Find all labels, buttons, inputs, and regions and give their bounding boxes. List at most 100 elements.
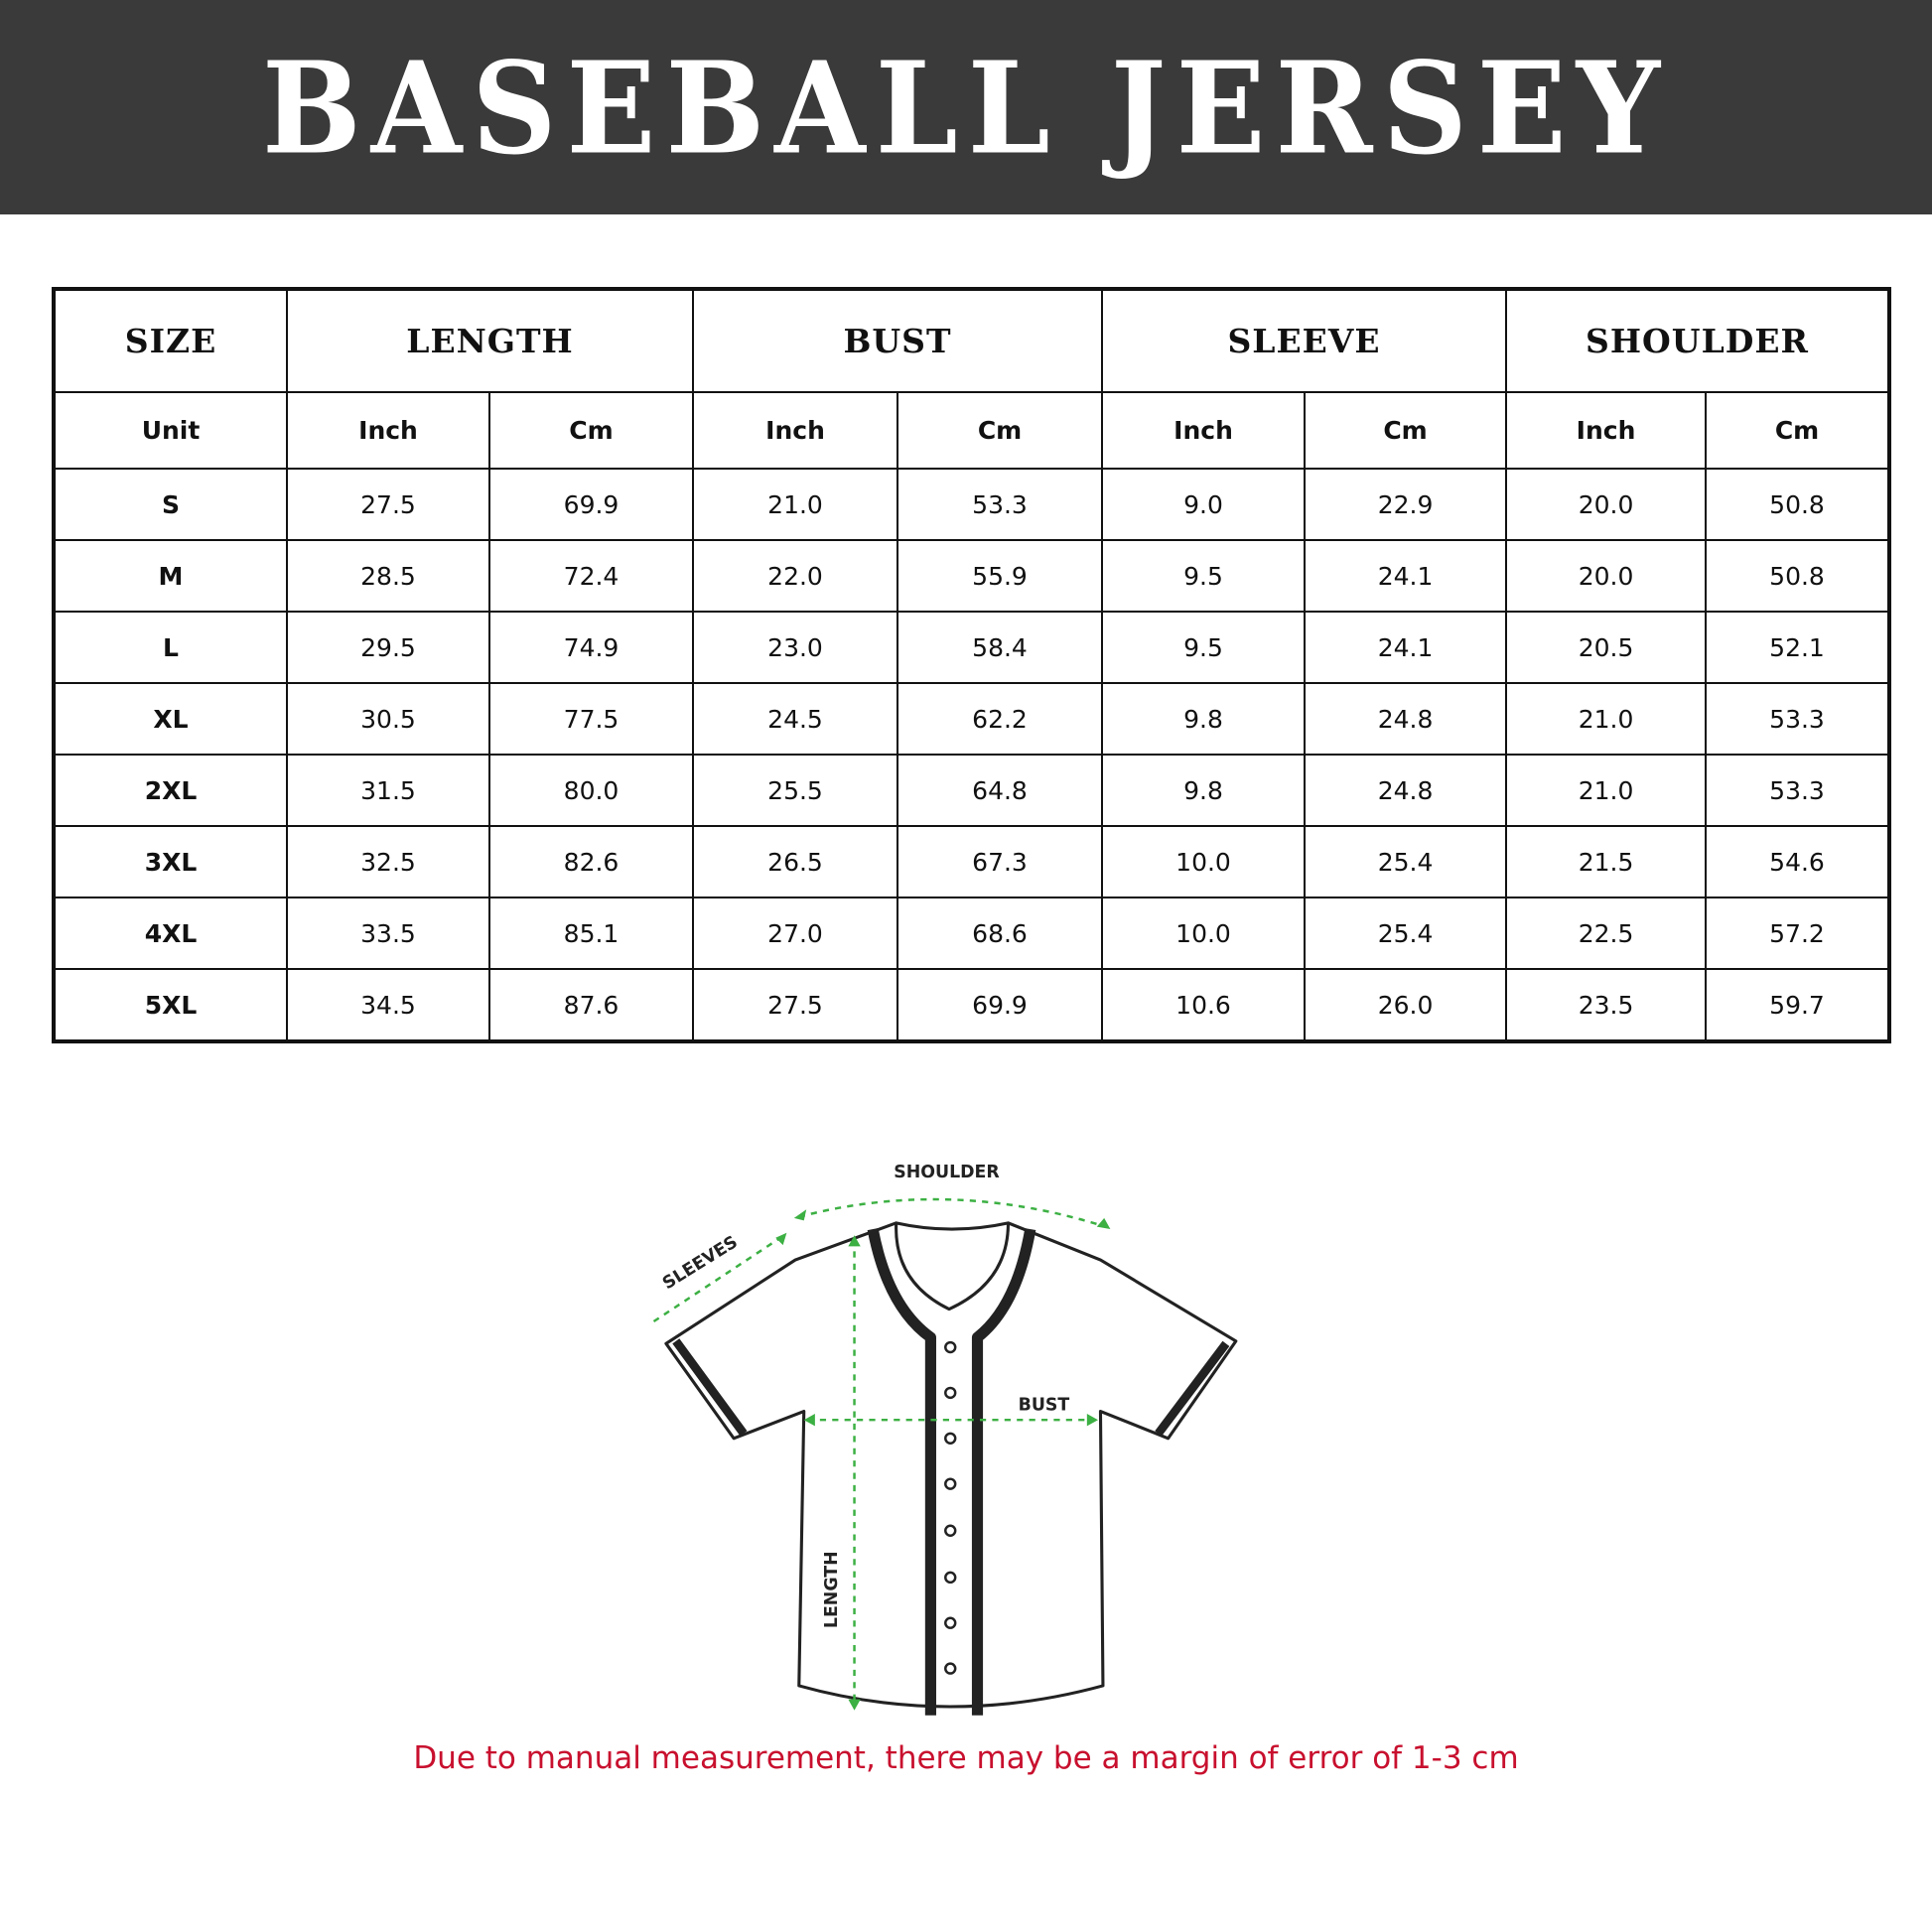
measurement-cell: 9.8: [1101, 754, 1307, 827]
placket-right-stripe: [971, 1228, 1036, 1716]
measurement-cell: 20.0: [1505, 539, 1708, 613]
length-label: LENGTH: [822, 1551, 842, 1628]
measurement-cell: 23.0: [692, 611, 899, 684]
measurement-cell: 20.0: [1505, 468, 1708, 541]
table-row: 2XL 31.5 80.0 25.5 64.8 9.8 24.8 21.0 53.3: [53, 754, 1890, 827]
unit-header: Inch: [286, 391, 490, 470]
measurement-cell: 82.6: [487, 825, 695, 898]
size-cell: M: [53, 539, 288, 613]
measurement-cell: 53.3: [1705, 682, 1890, 756]
button-icon: [944, 1662, 957, 1675]
measurement-cell: 24.8: [1304, 754, 1508, 827]
measurement-cell: 10.0: [1101, 897, 1307, 970]
unit-header: Cm: [487, 391, 695, 470]
measurement-cell: 27.5: [692, 968, 899, 1042]
button-icon: [944, 1524, 957, 1537]
measurement-cell: 21.0: [1505, 754, 1708, 827]
unit-header: Cm: [1304, 391, 1508, 470]
measurement-cell: 21.0: [1505, 682, 1708, 756]
measurement-cell: 25.4: [1304, 825, 1508, 898]
measurement-cell: 59.7: [1705, 968, 1890, 1042]
measurement-cell: 34.5: [286, 968, 490, 1042]
table-row: XL 30.5 77.5 24.5 62.2 9.8 24.8 21.0 53.3: [53, 682, 1890, 756]
measurement-cell: 23.5: [1505, 968, 1708, 1042]
measurement-cell: 24.8: [1304, 682, 1508, 756]
group-header-row: SIZE LENGTH BUST SLEEVE SHOULDER: [53, 288, 1890, 393]
size-chart-table: SIZE LENGTH BUST SLEEVE SHOULDER Unit Inc…: [52, 287, 1891, 1043]
table-row: 4XL 33.5 85.1 27.0 68.6 10.0 25.4 22.5 57.2: [53, 897, 1890, 970]
measurement-cell: 52.1: [1705, 611, 1890, 684]
measurement-cell: 69.9: [487, 468, 695, 541]
placket-left-stripe: [867, 1228, 936, 1716]
measurement-cell: 54.6: [1705, 825, 1890, 898]
measurement-cell: 22.9: [1304, 468, 1508, 541]
measurement-cell: 9.5: [1101, 539, 1307, 613]
title-banner: BASEBALL JERSEY: [0, 0, 1932, 214]
measurement-cell: 67.3: [897, 825, 1104, 898]
shoulder-measure-line: [798, 1197, 1106, 1228]
measurement-cell: 64.8: [897, 754, 1104, 827]
unit-header: Inch: [1505, 391, 1708, 470]
table-row: 3XL 32.5 82.6 26.5 67.3 10.0 25.4 21.5 54.6: [53, 825, 1890, 898]
measurement-cell: 24.1: [1304, 539, 1508, 613]
measurement-cell: 26.0: [1304, 968, 1508, 1042]
measurement-cell: 62.2: [897, 682, 1104, 756]
size-cell: 3XL: [53, 825, 288, 898]
header-length: LENGTH: [285, 288, 695, 393]
sleeves-measure-line: [652, 1234, 785, 1323]
jersey-outline: [664, 1221, 1238, 1709]
collar: [895, 1222, 1011, 1311]
measurement-cell: 32.5: [286, 825, 490, 898]
arrow-icon: [1096, 1217, 1111, 1230]
measurement-cell: 22.5: [1505, 897, 1708, 970]
measurement-cell: 25.5: [692, 754, 899, 827]
measurement-cell: 68.6: [897, 897, 1104, 970]
measurement-cell: 29.5: [286, 611, 490, 684]
measurement-cell: 87.6: [487, 968, 695, 1042]
unit-header-row: Unit Inch Cm Inch Cm Inch Cm Inch Cm: [53, 391, 1890, 470]
button-icon: [944, 1386, 957, 1400]
measurement-cell: 72.4: [487, 539, 695, 613]
measurement-cell: 55.9: [897, 539, 1104, 613]
table-row: M 28.5 72.4 22.0 55.9 9.5 24.1 20.0 50.8: [53, 539, 1890, 613]
measurement-cell: 24.5: [692, 682, 899, 756]
arrow-icon: [848, 1235, 861, 1247]
size-cell: S: [53, 468, 288, 541]
measurement-cell: 9.0: [1101, 468, 1307, 541]
size-cell: 5XL: [53, 968, 288, 1042]
measurement-cell: 58.4: [897, 611, 1104, 684]
shoulder-label: SHOULDER: [894, 1163, 1000, 1182]
button-icon: [944, 1432, 957, 1445]
measurement-cell: 53.3: [1705, 754, 1890, 827]
unit-header: Inch: [1101, 391, 1307, 470]
measurement-cell: 69.9: [897, 968, 1104, 1042]
header-shoulder: SHOULDER: [1505, 288, 1890, 393]
arrow-icon: [775, 1232, 787, 1246]
measurement-cell: 27.5: [286, 468, 490, 541]
measurement-cell: 31.5: [286, 754, 490, 827]
measurement-cell: 9.8: [1101, 682, 1307, 756]
arrow-icon: [803, 1413, 815, 1427]
measurement-cell: 33.5: [286, 897, 490, 970]
measurement-cell: 80.0: [487, 754, 695, 827]
header-size: SIZE: [53, 288, 288, 393]
measurement-cell: 50.8: [1705, 468, 1890, 541]
measurement-cell: 10.6: [1101, 968, 1307, 1042]
bust-label: BUST: [1019, 1395, 1070, 1415]
measurement-cell: 53.3: [897, 468, 1104, 541]
measurement-cell: 9.5: [1101, 611, 1307, 684]
measurement-disclaimer: Due to manual measurement, there may be …: [413, 1740, 1519, 1776]
header-bust: BUST: [692, 288, 1104, 393]
button-icon: [944, 1571, 957, 1585]
arrow-icon: [793, 1209, 807, 1221]
arrow-icon: [1086, 1413, 1098, 1427]
right-sleeve-stripe: [1155, 1340, 1230, 1437]
header-sleeve: SLEEVE: [1101, 288, 1508, 393]
measurement-cell: 57.2: [1705, 897, 1890, 970]
left-sleeve-stripe: [672, 1338, 748, 1437]
button-icon: [944, 1616, 957, 1629]
arrow-icon: [848, 1699, 861, 1711]
measurement-cell: 74.9: [487, 611, 695, 684]
unit-header: Inch: [692, 391, 899, 470]
measurement-cell: 85.1: [487, 897, 695, 970]
